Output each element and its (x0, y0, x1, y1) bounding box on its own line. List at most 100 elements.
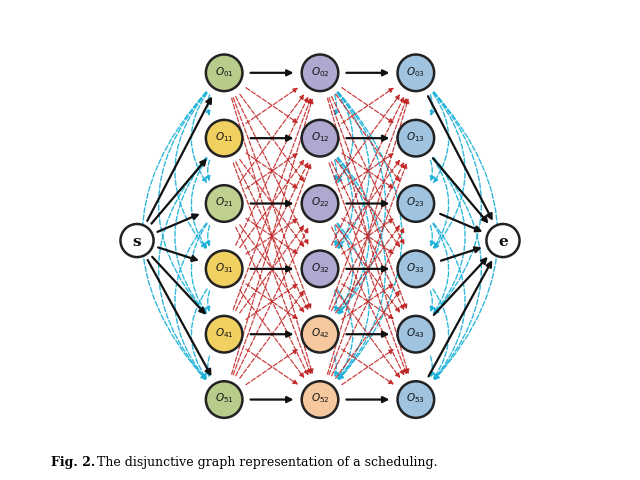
Circle shape (206, 251, 243, 288)
Text: $\mathit{O}_{13}$: $\mathit{O}_{13}$ (406, 130, 425, 144)
FancyArrowPatch shape (328, 100, 409, 374)
FancyArrowPatch shape (342, 88, 393, 123)
Text: $\mathit{O}_{52}$: $\mathit{O}_{52}$ (310, 391, 330, 405)
FancyArrowPatch shape (191, 224, 207, 313)
Circle shape (301, 186, 339, 222)
FancyArrowPatch shape (240, 290, 303, 377)
Text: $\mathit{O}_{41}$: $\mathit{O}_{41}$ (215, 325, 234, 339)
FancyArrowPatch shape (335, 227, 399, 313)
FancyArrowPatch shape (236, 97, 308, 244)
FancyArrowPatch shape (233, 100, 311, 310)
FancyArrowPatch shape (246, 285, 297, 320)
FancyArrowPatch shape (434, 158, 481, 379)
FancyArrowPatch shape (250, 397, 291, 402)
Circle shape (397, 382, 434, 418)
FancyArrowPatch shape (335, 226, 338, 246)
FancyArrowPatch shape (175, 93, 207, 249)
FancyArrowPatch shape (246, 349, 297, 384)
FancyArrowPatch shape (342, 284, 393, 319)
FancyArrowPatch shape (246, 154, 297, 189)
FancyArrowPatch shape (246, 220, 297, 254)
FancyArrowPatch shape (332, 229, 404, 376)
FancyArrowPatch shape (335, 357, 338, 376)
FancyArrowPatch shape (441, 248, 479, 261)
FancyArrowPatch shape (175, 224, 207, 379)
FancyArrowPatch shape (335, 225, 399, 312)
FancyArrowPatch shape (335, 96, 338, 116)
FancyArrowPatch shape (433, 94, 449, 183)
FancyArrowPatch shape (236, 98, 308, 246)
FancyArrowPatch shape (433, 224, 449, 313)
FancyArrowPatch shape (233, 98, 311, 309)
FancyArrowPatch shape (206, 291, 210, 311)
FancyArrowPatch shape (329, 164, 407, 374)
FancyArrowPatch shape (338, 158, 369, 314)
Circle shape (397, 186, 434, 222)
FancyArrowPatch shape (440, 215, 480, 232)
FancyArrowPatch shape (337, 289, 353, 378)
FancyArrowPatch shape (428, 97, 492, 219)
Text: $\mathit{O}_{53}$: $\mathit{O}_{53}$ (406, 391, 425, 405)
FancyArrowPatch shape (233, 165, 311, 375)
Circle shape (206, 55, 243, 92)
FancyArrowPatch shape (232, 99, 313, 373)
FancyArrowPatch shape (346, 332, 387, 337)
FancyArrowPatch shape (332, 228, 404, 375)
FancyArrowPatch shape (250, 202, 291, 206)
FancyArrowPatch shape (434, 93, 481, 314)
FancyArrowPatch shape (338, 224, 369, 379)
FancyArrowPatch shape (232, 100, 313, 374)
Text: $\mathit{O}_{12}$: $\mathit{O}_{12}$ (310, 130, 330, 144)
FancyArrowPatch shape (246, 284, 297, 319)
FancyArrowPatch shape (246, 219, 297, 254)
Text: $\mathit{O}_{21}$: $\mathit{O}_{21}$ (215, 195, 234, 209)
FancyArrowPatch shape (430, 226, 434, 246)
Text: $\mathit{O}_{02}$: $\mathit{O}_{02}$ (310, 65, 330, 78)
FancyArrowPatch shape (250, 71, 291, 76)
FancyArrowPatch shape (430, 96, 434, 116)
FancyArrowPatch shape (332, 164, 404, 311)
FancyArrowPatch shape (191, 159, 207, 248)
FancyArrowPatch shape (338, 93, 386, 314)
Circle shape (397, 120, 434, 157)
Circle shape (301, 382, 339, 418)
FancyArrowPatch shape (329, 100, 407, 310)
FancyArrowPatch shape (158, 248, 196, 261)
FancyArrowPatch shape (246, 155, 297, 189)
Circle shape (120, 225, 154, 258)
FancyArrowPatch shape (240, 227, 303, 313)
Text: $\mathit{O}_{32}$: $\mathit{O}_{32}$ (310, 260, 330, 274)
FancyArrowPatch shape (346, 397, 387, 402)
Text: $\mathit{O}_{11}$: $\mathit{O}_{11}$ (215, 130, 234, 144)
FancyArrowPatch shape (157, 215, 198, 232)
FancyArrowPatch shape (430, 161, 434, 180)
FancyArrowPatch shape (240, 160, 303, 247)
FancyArrowPatch shape (332, 97, 404, 244)
FancyArrowPatch shape (329, 165, 407, 375)
FancyArrowPatch shape (342, 154, 393, 189)
Circle shape (206, 316, 243, 353)
Text: $\mathit{O}_{22}$: $\mathit{O}_{22}$ (310, 195, 330, 209)
FancyArrowPatch shape (335, 291, 338, 311)
Text: Fig. 2.: Fig. 2. (51, 455, 95, 468)
FancyArrowPatch shape (346, 202, 387, 206)
FancyArrowPatch shape (434, 93, 498, 379)
FancyArrowPatch shape (159, 158, 206, 379)
Text: $\mathit{O}_{42}$: $\mathit{O}_{42}$ (310, 325, 330, 339)
Text: $\mathit{O}_{31}$: $\mathit{O}_{31}$ (215, 260, 234, 274)
FancyArrowPatch shape (240, 95, 303, 182)
FancyArrowPatch shape (142, 93, 206, 379)
Text: e: e (498, 234, 508, 248)
FancyArrowPatch shape (206, 357, 210, 376)
FancyArrowPatch shape (433, 224, 465, 379)
FancyArrowPatch shape (246, 89, 297, 124)
FancyArrowPatch shape (433, 289, 449, 378)
FancyArrowPatch shape (335, 160, 399, 247)
Circle shape (206, 186, 243, 222)
FancyArrowPatch shape (332, 163, 404, 310)
FancyArrowPatch shape (159, 93, 206, 314)
FancyArrowPatch shape (328, 99, 409, 373)
FancyArrowPatch shape (206, 226, 210, 246)
Circle shape (397, 55, 434, 92)
FancyArrowPatch shape (152, 161, 205, 224)
